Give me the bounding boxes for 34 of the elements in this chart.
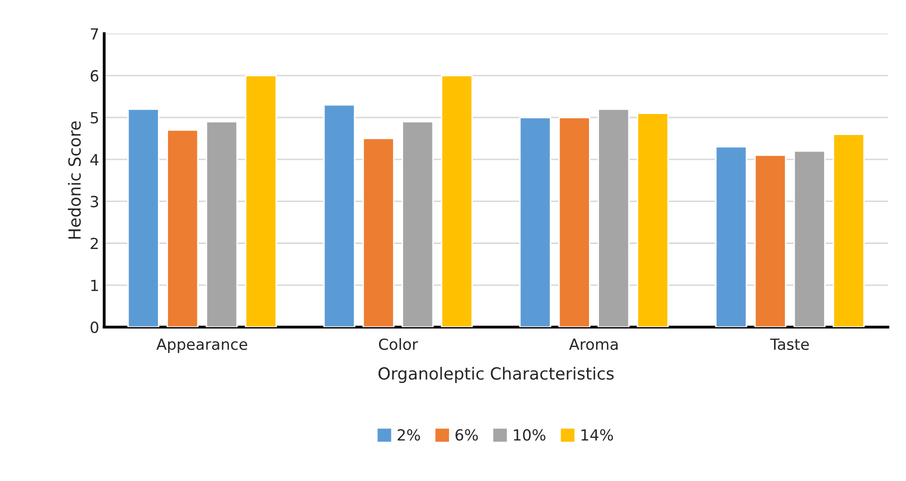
bar	[402, 121, 434, 328]
bar	[598, 108, 630, 328]
y-tick-label: 6	[90, 70, 98, 82]
x-tick-label: Taste	[770, 338, 809, 350]
y-tick-label: 7	[90, 28, 98, 40]
x-tick-label: Aroma	[569, 338, 618, 350]
y-tick-label: 3	[90, 196, 98, 208]
legend-label: 6%	[456, 429, 478, 441]
bar	[166, 129, 199, 328]
bar	[636, 112, 669, 328]
bar	[754, 154, 786, 328]
bar	[127, 108, 160, 328]
bar	[244, 74, 277, 328]
bar	[794, 150, 826, 328]
x-tick-label: Color	[378, 338, 418, 350]
y-axis-title: Hedonic Score	[68, 121, 81, 239]
y-tick-label: 0	[90, 322, 98, 334]
x-tick-label: Appearance	[156, 338, 248, 353]
legend-label: 2%	[398, 429, 420, 441]
bar	[362, 138, 394, 328]
legend-label: 10%	[514, 429, 546, 441]
legend-label: 14%	[582, 429, 613, 441]
bar	[558, 116, 590, 328]
x-axis-title: Organoleptic Characteristics	[378, 366, 614, 383]
bar	[519, 116, 552, 328]
bar	[832, 134, 865, 328]
bar	[323, 104, 356, 328]
bar	[440, 74, 473, 328]
y-tick-label: 5	[90, 112, 98, 124]
y-tick-label: 4	[90, 154, 98, 166]
bar	[715, 146, 748, 328]
y-tick-label: 1	[91, 280, 98, 291]
y-tick-label: 2	[90, 238, 98, 250]
bar	[206, 121, 238, 328]
